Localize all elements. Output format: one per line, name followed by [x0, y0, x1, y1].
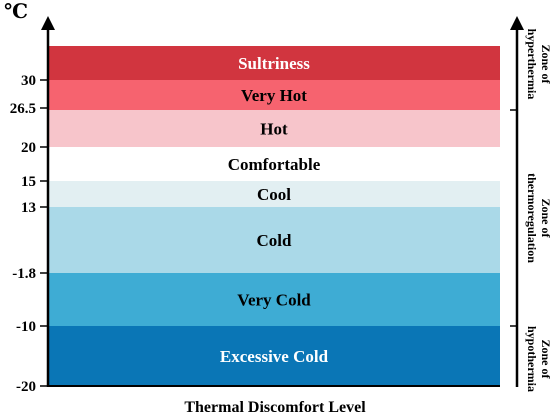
zone-label: Zone ofthermoregulation — [525, 173, 550, 263]
x-axis-label: Thermal Discomfort Level — [184, 399, 366, 415]
tick-label: 20 — [21, 140, 36, 156]
band-hot — [48, 110, 500, 147]
band-very-cold — [48, 273, 500, 326]
band-label: Cold — [257, 231, 293, 250]
tick-label: -10 — [16, 319, 36, 335]
band-cold — [48, 207, 500, 273]
tick-label: -20 — [16, 379, 36, 395]
band-label: Excessive Cold — [220, 347, 329, 366]
tick-label: -1.8 — [12, 266, 36, 282]
band-label: Cool — [257, 185, 291, 204]
tick-label: 26.5 — [10, 101, 36, 117]
band-cool — [48, 181, 500, 207]
band-excessive-cold — [48, 326, 500, 386]
band-label: Very Cold — [237, 291, 311, 310]
tick-label: 13 — [21, 200, 36, 216]
band-label: Comfortable — [228, 155, 321, 174]
zone-labels: Zone ofhyperthermia Zone ofthermoregulati… — [525, 29, 550, 392]
band-sultriness — [48, 46, 500, 80]
band-comfortable — [48, 147, 500, 181]
zone-label: Zone ofhypothermia — [525, 326, 550, 392]
zone-dividers — [510, 109, 517, 327]
zone-axis-arrow-icon — [510, 16, 524, 30]
zone-label-text: Zone ofhyperthermia — [525, 29, 550, 100]
discomfort-bands: Sultriness Very Hot Hot Comfortable Cool Cold… — [48, 46, 500, 386]
band-label: Hot — [260, 120, 288, 139]
temperature-ticks: 30 26.5 20 15 13 -1.8 -10 -20 — [10, 73, 48, 395]
zone-label: Zone ofhyperthermia — [525, 29, 550, 100]
unit-label: ℃ — [4, 1, 28, 23]
tick-label: 30 — [21, 73, 36, 89]
band-label: Very Hot — [241, 86, 307, 105]
tick-label: 15 — [21, 174, 36, 190]
band-very-hot — [48, 80, 500, 110]
temperature-axis-arrow-icon — [41, 16, 55, 30]
zone-label-text: Zone ofthermoregulation — [525, 173, 550, 263]
zone-label-text: Zone ofhypothermia — [525, 326, 550, 392]
band-label: Sultriness — [238, 54, 310, 73]
